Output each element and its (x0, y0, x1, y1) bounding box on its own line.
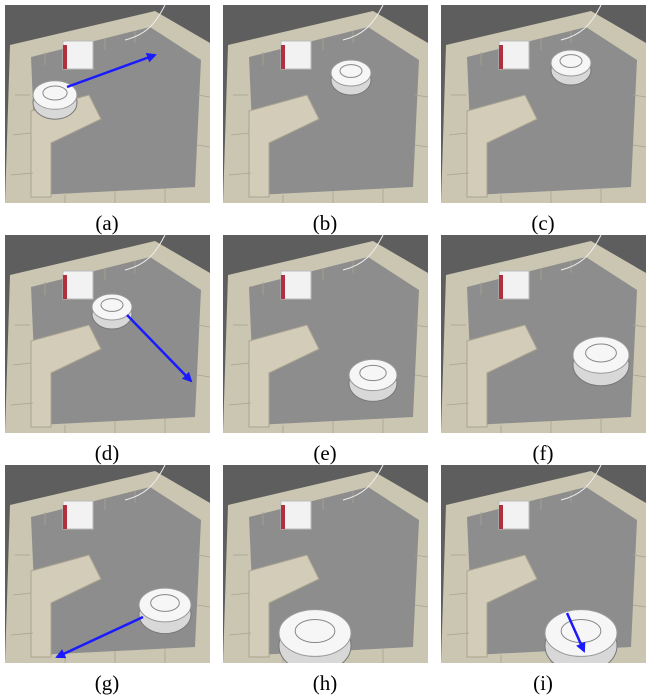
scene (441, 235, 646, 433)
robot-top (545, 610, 617, 657)
photo (5, 235, 210, 433)
robot-top (331, 60, 371, 86)
photo (223, 235, 428, 433)
robot-top (573, 337, 629, 373)
photo (5, 465, 210, 663)
scene (223, 5, 428, 203)
figure: (a) (b) (c) (d) (e) (f) (g) (h) (i) (0, 0, 646, 700)
caption: (f) (533, 441, 554, 465)
caption: (c) (531, 211, 554, 235)
photo (441, 465, 646, 673)
caption: (i) (533, 671, 553, 695)
scene (223, 235, 428, 433)
caption: (h) (313, 671, 338, 695)
photo (223, 5, 428, 203)
photo (441, 235, 646, 433)
caption: (d) (95, 441, 120, 465)
robot-top (139, 588, 191, 622)
scene (441, 5, 646, 203)
robot-top (551, 50, 591, 76)
caption: (g) (95, 671, 120, 695)
robot-top (92, 294, 132, 320)
caption: (a) (95, 211, 118, 235)
photo (223, 465, 428, 673)
scene (5, 235, 210, 433)
robot-top (349, 359, 397, 390)
robot-top (279, 610, 351, 657)
photo (5, 5, 210, 203)
caption: (e) (313, 441, 336, 465)
photo (441, 5, 646, 203)
caption: (b) (313, 211, 338, 235)
